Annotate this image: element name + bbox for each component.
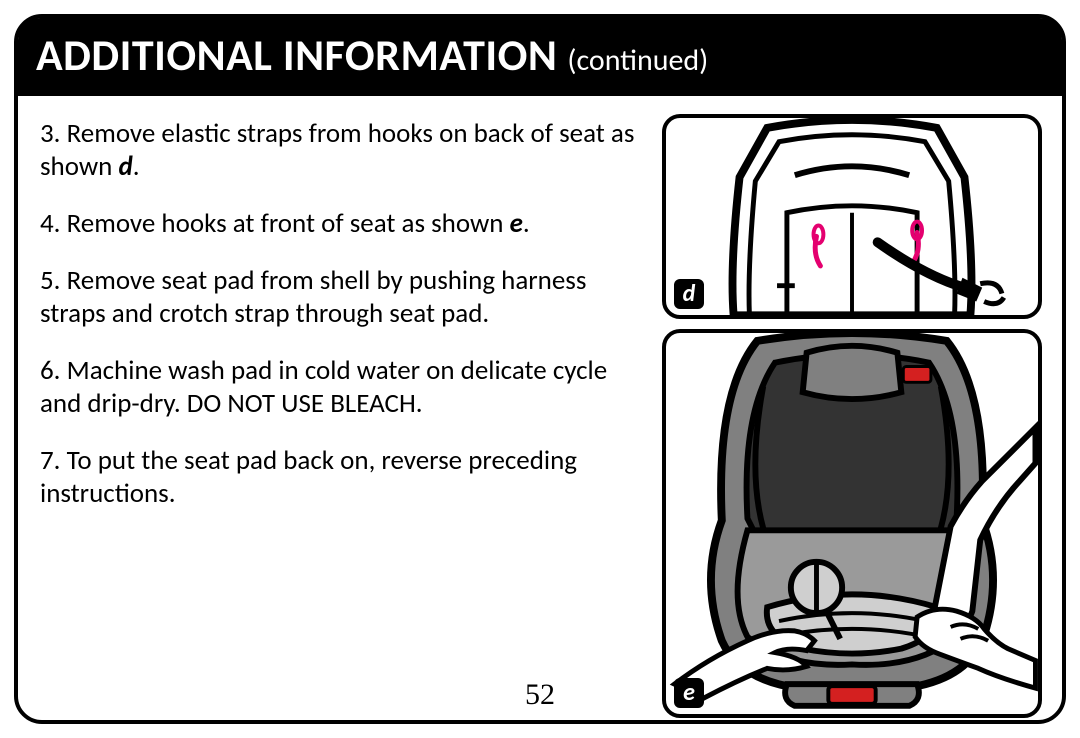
- figure-d-illustration: [666, 118, 1038, 315]
- figure-column: d: [662, 114, 1042, 718]
- instruction-text: 3. Remove elastic straps from hooks on b…: [40, 114, 652, 718]
- step-num: 3.: [40, 117, 61, 150]
- figure-d: d: [662, 114, 1042, 319]
- figure-ref-d: d: [118, 150, 132, 183]
- step-text-tail: .: [523, 207, 530, 240]
- figure-d-label: d: [674, 279, 704, 309]
- step-num: 5.: [40, 264, 61, 297]
- step-6: 6. Machine wash pad in cold water on del…: [40, 355, 646, 421]
- step-text: Machine wash pad in cold water on delica…: [40, 354, 607, 420]
- step-num: 7.: [40, 444, 61, 477]
- step-num: 4.: [40, 207, 61, 240]
- step-text: Remove seat pad from shell by pushing ha…: [40, 264, 586, 330]
- step-4: 4. Remove hooks at front of seat as show…: [40, 208, 646, 241]
- step-7: 7. To put the seat pad back on, reverse …: [40, 445, 646, 511]
- step-text: Remove hooks at front of seat as shown: [67, 207, 510, 240]
- step-text: To put the seat pad back on, reverse pre…: [40, 444, 577, 510]
- step-text-tail: .: [133, 150, 140, 183]
- figure-ref-e: e: [510, 207, 523, 240]
- step-num: 6.: [40, 354, 61, 387]
- title-main: ADDITIONAL INFORMATION: [36, 28, 557, 82]
- title-sub: (continued): [567, 42, 708, 79]
- content-area: 3. Remove elastic straps from hooks on b…: [18, 96, 1062, 726]
- figure-e: e: [662, 329, 1042, 718]
- title-bar: ADDITIONAL INFORMATION (continued): [18, 18, 1062, 96]
- page-number: 52: [18, 678, 1062, 712]
- page-frame: ADDITIONAL INFORMATION (continued) 3. Re…: [14, 14, 1066, 724]
- figure-e-illustration: [666, 333, 1038, 714]
- step-3: 3. Remove elastic straps from hooks on b…: [40, 118, 646, 184]
- step-5: 5. Remove seat pad from shell by pushing…: [40, 265, 646, 331]
